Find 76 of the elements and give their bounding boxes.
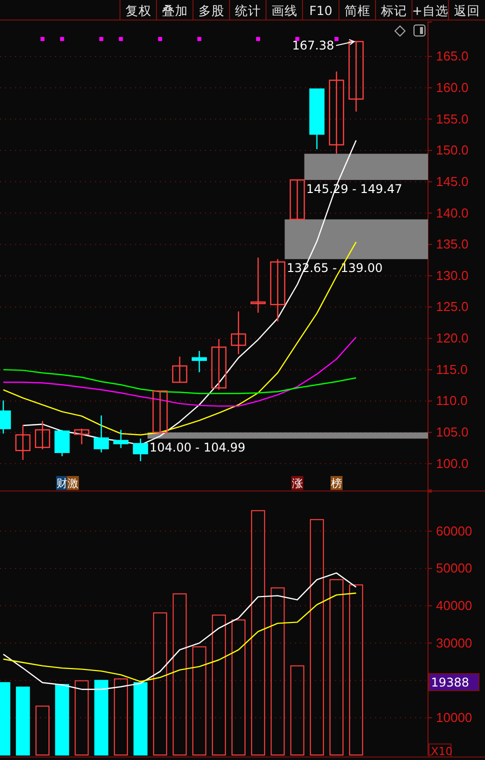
bar [192, 646, 206, 756]
candlestick [172, 356, 188, 383]
y-tick-label: 150.0 [436, 142, 469, 158]
y-tick-label: 60000 [436, 523, 472, 538]
bar [270, 587, 285, 756]
y-tick-label: 145.0 [436, 174, 469, 189]
bar [349, 584, 364, 756]
candlestick [250, 256, 266, 314]
line-series [2, 572, 357, 690]
band-label: 104.00 - 104.99 [150, 440, 246, 455]
y-tick-label: 130.0 [436, 268, 469, 283]
y-tick-label: 10000 [436, 710, 472, 725]
annotation: 榜 [331, 477, 342, 490]
bar [134, 682, 148, 756]
annotation: 167.38 [292, 38, 334, 53]
candlestick [270, 258, 286, 322]
candlestick [34, 420, 50, 450]
candlestick [54, 429, 70, 457]
line-series [2, 592, 357, 682]
y-tick-label: 135.0 [436, 236, 469, 252]
text: 19388 [431, 676, 470, 690]
candlestick [328, 70, 344, 154]
y-tick-label: 30000 [436, 635, 472, 650]
bar [251, 510, 266, 756]
candlestick [15, 424, 30, 461]
y-tick-label: 100.0 [436, 456, 469, 471]
bar [55, 684, 70, 756]
candlestick [132, 438, 148, 462]
annotation: 财 [56, 477, 68, 490]
candlestick [290, 179, 305, 220]
y-tick-label: 120.0 [436, 330, 469, 346]
line-series [2, 336, 357, 407]
candlestick [348, 40, 364, 112]
text: 复权 [125, 3, 152, 18]
candlestick [94, 414, 109, 454]
bar [114, 678, 128, 756]
text: 简框 [344, 3, 370, 18]
bar [212, 614, 226, 756]
y-tick-label: 140.0 [436, 205, 469, 220]
text: 标记 [380, 3, 407, 18]
annotation: 涨 [292, 477, 303, 490]
text: X10 [431, 745, 453, 758]
y-tick-label: 115.0 [436, 362, 468, 377]
text: 统计 [234, 3, 261, 18]
y-tick-label: 165.0 [436, 48, 469, 64]
bar [330, 579, 344, 756]
y-tick-label: 105.0 [436, 424, 469, 440]
candlestick [230, 310, 246, 355]
text: F10 [309, 3, 332, 18]
bar [16, 686, 30, 756]
candlestick [74, 428, 90, 445]
candlestick [211, 338, 226, 390]
text: 多股 [198, 3, 224, 18]
y-tick-label: 125.0 [436, 299, 469, 314]
bar [94, 680, 108, 756]
bar [74, 680, 89, 756]
y-tick-label: 110.0 [436, 393, 468, 408]
candlestick [192, 350, 207, 373]
text: 返回 [454, 3, 480, 18]
annotation: 激 [67, 477, 78, 490]
bar [232, 619, 246, 756]
bar [36, 706, 50, 756]
y-tick-label: 40000 [436, 598, 472, 613]
text: +自选 [412, 3, 448, 18]
text: 画线 [271, 3, 298, 18]
candlestick [152, 390, 168, 434]
candlestick [113, 429, 128, 449]
y-tick-label: 160.0 [436, 80, 469, 95]
bar [172, 593, 187, 756]
y-tick-label: 50000 [436, 560, 472, 576]
bar [310, 519, 324, 756]
line-series [2, 369, 357, 394]
text: 叠加 [162, 3, 188, 18]
bar [153, 612, 168, 756]
y-tick-label: 155.0 [436, 111, 469, 126]
bar [290, 665, 304, 756]
